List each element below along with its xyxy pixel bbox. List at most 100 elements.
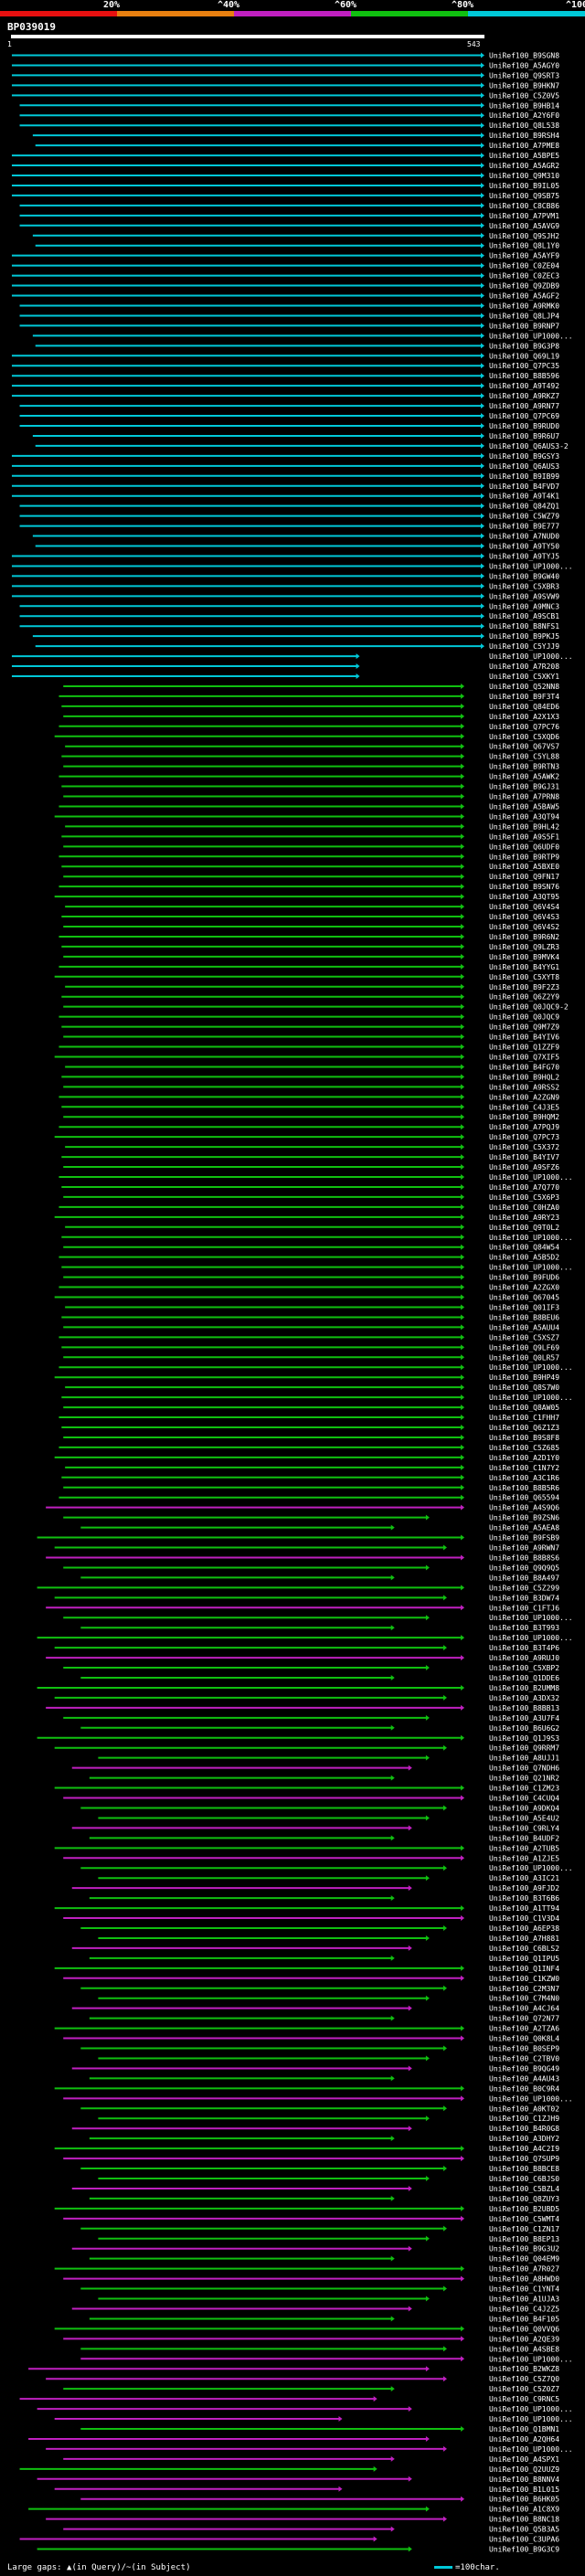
hit-label[interactable]: UniRef100_A7R027 (489, 2265, 559, 2274)
hit-label[interactable]: UniRef100_A4C2I9 (489, 2145, 559, 2153)
hit-label[interactable]: UniRef100_A1TT94 (489, 1904, 559, 1913)
hit-label[interactable]: UniRef100_Q7PC69 (489, 412, 559, 420)
hit-label[interactable]: UniRef100_B9MVK4 (489, 953, 559, 961)
hit-label[interactable]: UniRef100_UP1000... (489, 1234, 573, 1242)
hit-label[interactable]: UniRef100_Q69L19 (489, 352, 559, 360)
hit-label[interactable]: UniRef100_Q8L1Y0 (489, 242, 559, 250)
hit-label[interactable]: UniRef100_C3UPA6 (489, 2536, 559, 2544)
hit-label[interactable]: UniRef100_A5AEA8 (489, 1524, 559, 1532)
hit-label[interactable]: UniRef100_B9R6N2 (489, 933, 559, 941)
hit-label[interactable]: UniRef100_A7PVM1 (489, 212, 559, 220)
hit-label[interactable]: UniRef100_UP1000... (489, 1864, 573, 1872)
hit-label[interactable]: UniRef100_B9HQM2 (489, 1113, 559, 1121)
hit-label[interactable]: UniRef100_A5AYF9 (489, 252, 559, 260)
hit-label[interactable]: UniRef100_A9T492 (489, 382, 559, 390)
hit-label[interactable]: UniRef100_B9HB14 (489, 101, 559, 110)
hit-label[interactable]: UniRef100_Q6Z1Z3 (489, 1424, 559, 1432)
hit-label[interactable]: UniRef100_C8CB86 (489, 202, 559, 210)
hit-label[interactable]: UniRef100_B9HKN7 (489, 81, 559, 90)
hit-label[interactable]: UniRef100_Q8S7W0 (489, 1383, 559, 1392)
hit-label[interactable]: UniRef100_Q6AUS3-2 (489, 442, 569, 451)
hit-label[interactable]: UniRef100_Q1IPU5 (489, 1955, 559, 1963)
hit-label[interactable]: UniRef100_B9SN76 (489, 883, 559, 891)
hit-label[interactable]: UniRef100_A9RY23 (489, 1214, 559, 1222)
hit-label[interactable]: UniRef100_A4SPX1 (489, 2455, 559, 2464)
hit-label[interactable]: UniRef100_UP1000... (489, 1264, 573, 1272)
hit-label[interactable]: UniRef100_B9E777 (489, 523, 559, 531)
hit-label[interactable]: UniRef100_C5XSZ7 (489, 1333, 559, 1341)
hit-label[interactable]: UniRef100_B8BCE8 (489, 2165, 559, 2173)
hit-label[interactable]: UniRef100_A2TZA6 (489, 2025, 559, 2033)
hit-label[interactable]: UniRef100_B4FVD7 (489, 482, 559, 491)
hit-label[interactable]: UniRef100_Q6Z2Y9 (489, 993, 559, 1002)
hit-label[interactable]: UniRef100_Q7PC73 (489, 1133, 559, 1141)
hit-label[interactable]: UniRef100_Q9M7Z9 (489, 1023, 559, 1032)
hit-label[interactable]: UniRef100_A5BXE0 (489, 863, 559, 871)
hit-label[interactable]: UniRef100_B9RTP9 (489, 853, 559, 861)
hit-label[interactable]: UniRef100_A7NUD0 (489, 533, 559, 541)
hit-label[interactable]: UniRef100_C4J2Z5 (489, 2305, 559, 2313)
hit-label[interactable]: UniRef100_B8EP13 (489, 2235, 559, 2243)
hit-label[interactable]: UniRef100_A2ZGN9 (489, 1093, 559, 1101)
hit-label[interactable]: UniRef100_C2M3N7 (489, 1985, 559, 1993)
hit-label[interactable]: UniRef100_Q8ZUY3 (489, 2195, 559, 2203)
hit-label[interactable]: UniRef100_A4AU43 (489, 2074, 559, 2083)
hit-label[interactable]: UniRef100_A5AGR2 (489, 162, 559, 170)
hit-label[interactable]: UniRef100_Q6V4S2 (489, 923, 559, 931)
hit-label[interactable]: UniRef100_UP1000... (489, 562, 573, 570)
hit-label[interactable]: UniRef100_A9T4K1 (489, 493, 559, 501)
hit-label[interactable]: UniRef100_B8B8S6 (489, 1553, 559, 1562)
hit-label[interactable]: UniRef100_A7Q770 (489, 1183, 559, 1192)
hit-label[interactable]: UniRef100_Q84ZQ1 (489, 503, 559, 511)
hit-label[interactable]: UniRef100_B9F2Z3 (489, 983, 559, 991)
hit-label[interactable]: UniRef100_B9RNP7 (489, 322, 559, 330)
hit-label[interactable]: UniRef100_B8NFS1 (489, 622, 559, 631)
hit-label[interactable]: UniRef100_C5BZL4 (489, 2185, 559, 2193)
hit-label[interactable]: UniRef100_A5AWK2 (489, 773, 559, 781)
hit-label[interactable]: UniRef100_A9RN77 (489, 402, 559, 410)
hit-label[interactable]: UniRef100_UP1000... (489, 1173, 573, 1182)
hit-label[interactable]: UniRef100_B3T4P6 (489, 1644, 559, 1652)
hit-label[interactable]: UniRef100_C5XBR3 (489, 582, 559, 590)
hit-label[interactable]: UniRef100_C0HZA0 (489, 1203, 559, 1212)
hit-label[interactable]: UniRef100_UP1000... (489, 652, 573, 661)
hit-label[interactable]: UniRef100_A9DKQ4 (489, 1804, 559, 1812)
hit-label[interactable]: UniRef100_B9SGN8 (489, 51, 559, 59)
hit-label[interactable]: UniRef100_A5B5D2 (489, 1254, 559, 1262)
hit-label[interactable]: UniRef100_Q6V4S4 (489, 903, 559, 911)
hit-label[interactable]: UniRef100_B9ZSN6 (489, 1514, 559, 1522)
hit-label[interactable]: UniRef100_Q0JQC9-2 (489, 1003, 569, 1012)
hit-label[interactable]: UniRef100_B6HK05 (489, 2496, 559, 2504)
hit-label[interactable]: UniRef100_Q8AW05 (489, 1404, 559, 1412)
hit-label[interactable]: UniRef100_A9TY50 (489, 543, 559, 551)
hit-label[interactable]: UniRef100_C9RNC5 (489, 2395, 559, 2403)
hit-label[interactable]: UniRef100_A2TUB5 (489, 1844, 559, 1852)
hit-label[interactable]: UniRef100_B8A497 (489, 1574, 559, 1582)
hit-label[interactable]: UniRef100_A9SVW9 (489, 592, 559, 600)
hit-label[interactable]: UniRef100_B8BB13 (489, 1704, 559, 1712)
hit-label[interactable]: UniRef100_B3T6B6 (489, 1894, 559, 1903)
hit-label[interactable]: UniRef100_Q67045 (489, 1294, 559, 1302)
hit-label[interactable]: UniRef100_B9GW40 (489, 572, 559, 580)
hit-label[interactable]: UniRef100_A4CJ64 (489, 2005, 559, 2013)
hit-label[interactable]: UniRef100_B9HP49 (489, 1373, 559, 1382)
hit-label[interactable]: UniRef100_C0ZEC3 (489, 272, 559, 281)
hit-label[interactable]: UniRef100_A2X1X3 (489, 713, 559, 721)
hit-label[interactable]: UniRef100_A7PRN8 (489, 793, 559, 801)
hit-label[interactable]: UniRef100_Q01IF3 (489, 1303, 559, 1311)
hit-label[interactable]: UniRef100_B0C9R4 (489, 2084, 559, 2093)
hit-label[interactable]: UniRef100_C5Z0V5 (489, 91, 559, 100)
hit-label[interactable]: UniRef100_Q7PC76 (489, 723, 559, 731)
hit-label[interactable]: UniRef100_A3U7F4 (489, 1714, 559, 1723)
hit-label[interactable]: UniRef100_A5BAW5 (489, 802, 559, 811)
hit-label[interactable]: UniRef100_C4CUQ4 (489, 1795, 559, 1803)
hit-label[interactable]: UniRef100_Q9SRT3 (489, 71, 559, 80)
hit-label[interactable]: UniRef100_B9G3C9 (489, 2546, 559, 2554)
hit-label[interactable]: UniRef100_C1N7Y2 (489, 1464, 559, 1472)
hit-label[interactable]: UniRef100_C5XBP2 (489, 1664, 559, 1672)
hit-label[interactable]: UniRef100_A3C1R6 (489, 1474, 559, 1482)
hit-label[interactable]: UniRef100_C4J3E5 (489, 1103, 559, 1111)
hit-label[interactable]: UniRef100_C2TBV0 (489, 2054, 559, 2062)
hit-label[interactable]: UniRef100_A5AVG9 (489, 222, 559, 230)
hit-label[interactable]: UniRef100_UP1000... (489, 1634, 573, 1642)
